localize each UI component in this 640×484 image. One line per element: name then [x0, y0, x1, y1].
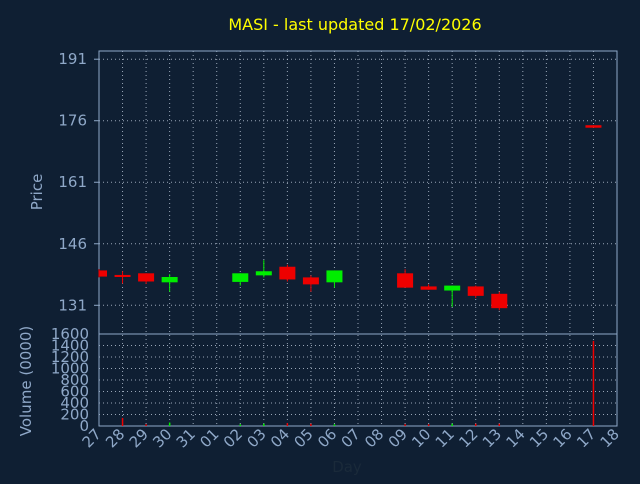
text-layer: MASI - last updated 17/02/2026 Price Vol…	[17, 15, 623, 476]
x-tick-label: 11	[432, 425, 458, 451]
chart-title: MASI - last updated 17/02/2026	[228, 15, 481, 34]
candle-body	[279, 266, 296, 280]
x-tick-label: 01	[196, 425, 222, 451]
x-tick-label: 16	[550, 425, 576, 451]
x-tick-label: 15	[526, 425, 552, 451]
volume-tick-label: 0	[79, 417, 89, 435]
y-axis-label: Price	[28, 174, 46, 211]
candle-body	[232, 273, 249, 282]
x-axis-label: Day	[332, 458, 362, 476]
x-tick-label: 14	[502, 425, 528, 451]
x-tick-label: 13	[479, 425, 505, 451]
x-tick-label: 08	[361, 425, 387, 451]
volume-tick-label: 800	[60, 371, 89, 389]
candle-body	[302, 277, 319, 285]
x-tick-label: 10	[408, 425, 434, 451]
volume-panel-frame	[98, 333, 618, 427]
price-tick-label: 191	[58, 50, 87, 68]
x-tick-label: 05	[291, 425, 317, 451]
candle-body	[585, 125, 602, 128]
x-tick-label: 29	[126, 425, 152, 451]
volume-tick-label: 400	[60, 394, 89, 412]
x-tick-label: 18	[597, 425, 623, 451]
volume-tick-label: 600	[60, 383, 89, 401]
x-tick-label: 17	[573, 425, 599, 451]
x-tick-label: 31	[173, 425, 199, 451]
x-tick-label: 30	[149, 425, 175, 451]
x-tick-label: 06	[314, 425, 340, 451]
candle-body	[255, 271, 272, 276]
volume-tick-label: 1600	[51, 325, 89, 343]
candle-body	[138, 273, 155, 282]
volume-tick-label: 1400	[51, 337, 89, 355]
x-tick-label: 02	[220, 425, 246, 451]
candle-body	[444, 285, 461, 291]
price-tick-label: 176	[58, 112, 87, 130]
price-tick-label: 146	[58, 235, 87, 253]
mark-layer	[98, 125, 602, 426]
candle-body	[397, 273, 414, 288]
candle-body	[491, 293, 508, 309]
volume-tick-label: 1200	[51, 348, 89, 366]
candle-body	[420, 286, 437, 290]
volume-tick-label: 1000	[51, 360, 89, 378]
price-tick-label: 131	[58, 296, 87, 314]
candle-body	[161, 276, 178, 283]
candle-body	[326, 270, 343, 283]
candle-body	[114, 274, 131, 277]
x-tick-label: 12	[455, 425, 481, 451]
axis-layer	[94, 50, 618, 427]
volume-tick-label: 200	[60, 406, 89, 424]
x-tick-label: 07	[338, 425, 364, 451]
candle-body	[467, 286, 484, 296]
x-tick-label: 09	[385, 425, 411, 451]
candle-body	[99, 270, 107, 277]
grid-layer	[99, 51, 617, 427]
x-tick-label: 03	[243, 425, 269, 451]
x-tick-label: 04	[267, 425, 293, 451]
price-tick-label: 161	[58, 173, 87, 191]
volume-axis-label: Volume (0000)	[17, 326, 35, 436]
x-tick-label: 28	[102, 425, 128, 451]
